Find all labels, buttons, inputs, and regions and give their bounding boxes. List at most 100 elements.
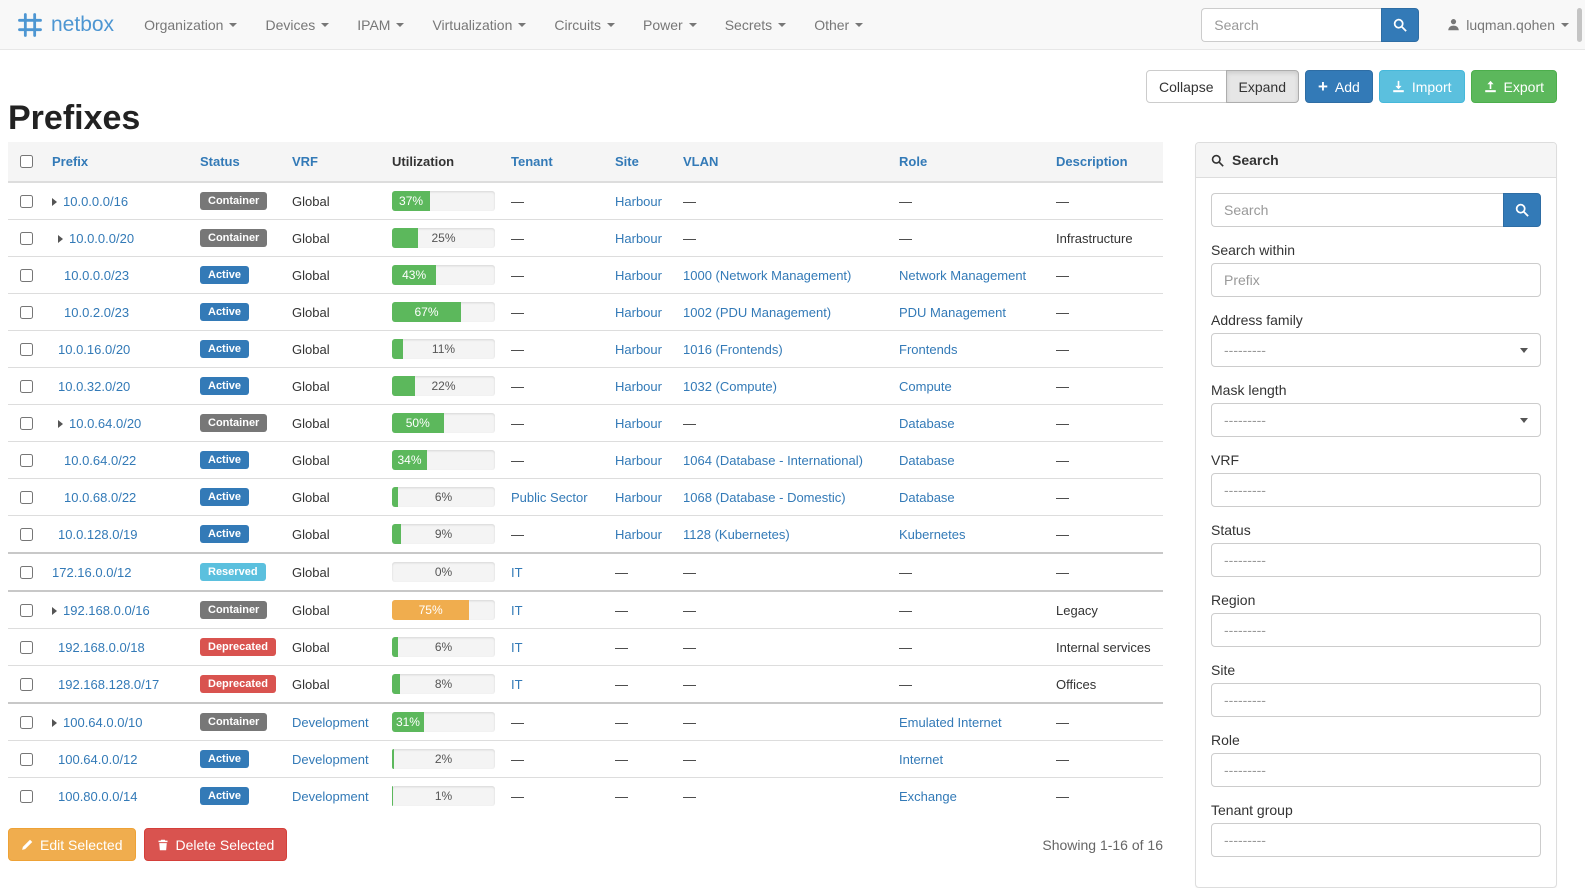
- filter-search-input[interactable]: [1211, 193, 1503, 227]
- site-link[interactable]: Harbour: [615, 378, 662, 394]
- prefix-link[interactable]: 10.0.68.0/22: [64, 489, 137, 505]
- prefix-link[interactable]: 10.0.0.0/16: [63, 193, 129, 209]
- column-header-vrf[interactable]: VRF: [284, 142, 384, 183]
- netbox-brand[interactable]: netbox: [16, 11, 114, 39]
- row-checkbox[interactable]: [20, 231, 33, 245]
- column-header-status[interactable]: Status: [192, 142, 284, 183]
- filter-tenant-group-input[interactable]: ---------: [1211, 823, 1541, 857]
- prefix-link[interactable]: 192.168.128.0/17: [58, 676, 160, 692]
- prefix-link[interactable]: 100.64.0.0/12: [58, 751, 138, 767]
- filter-vrf-input[interactable]: ---------: [1211, 473, 1541, 507]
- row-checkbox[interactable]: [20, 453, 33, 467]
- vlan-link[interactable]: 1000 (Network Management): [683, 267, 852, 283]
- tenant-link[interactable]: IT: [511, 564, 523, 580]
- column-header-description[interactable]: Description: [1048, 142, 1163, 183]
- prefix-link[interactable]: 100.80.0.0/14: [58, 788, 138, 804]
- import-button[interactable]: Import: [1378, 70, 1465, 103]
- row-checkbox[interactable]: [20, 379, 33, 393]
- vlan-link[interactable]: 1032 (Compute): [683, 378, 777, 394]
- row-checkbox[interactable]: [20, 715, 33, 729]
- tenant-link[interactable]: IT: [511, 602, 523, 618]
- prefix-link[interactable]: 10.0.64.0/22: [64, 452, 137, 468]
- row-checkbox[interactable]: [20, 752, 33, 766]
- scrollbar-thumb[interactable]: [1577, 8, 1582, 42]
- site-link[interactable]: Harbour: [615, 304, 662, 320]
- row-checkbox[interactable]: [20, 789, 33, 803]
- export-button[interactable]: Export: [1470, 70, 1557, 103]
- expand-button[interactable]: Expand: [1225, 70, 1299, 103]
- role-link[interactable]: Database: [899, 489, 955, 505]
- vrf-link[interactable]: Development: [292, 788, 369, 804]
- row-checkbox[interactable]: [20, 194, 33, 208]
- filter-region-input[interactable]: ---------: [1211, 613, 1541, 647]
- role-link[interactable]: Database: [899, 415, 955, 431]
- nav-item-power[interactable]: Power: [629, 0, 711, 49]
- filter-mask-length-input[interactable]: ---------: [1211, 403, 1541, 437]
- column-header-site[interactable]: Site: [607, 142, 675, 183]
- user-menu[interactable]: luqman.qohen: [1447, 17, 1569, 33]
- select-all-checkbox[interactable]: [20, 155, 33, 168]
- row-checkbox[interactable]: [20, 603, 33, 617]
- role-link[interactable]: PDU Management: [899, 304, 1006, 320]
- nav-item-circuits[interactable]: Circuits: [540, 0, 629, 49]
- site-link[interactable]: Harbour: [615, 489, 662, 505]
- filter-status-input[interactable]: ---------: [1211, 543, 1541, 577]
- role-link[interactable]: Compute: [899, 378, 952, 394]
- vlan-link[interactable]: 1128 (Kubernetes): [683, 526, 790, 542]
- prefix-link[interactable]: 192.168.0.0/18: [58, 639, 145, 655]
- row-checkbox[interactable]: [20, 342, 33, 356]
- row-checkbox[interactable]: [20, 527, 33, 541]
- role-link[interactable]: Exchange: [899, 788, 957, 804]
- role-link[interactable]: Frontends: [899, 341, 958, 357]
- nav-item-organization[interactable]: Organization: [130, 0, 251, 49]
- site-link[interactable]: Harbour: [615, 341, 662, 357]
- nav-item-other[interactable]: Other: [800, 0, 877, 49]
- vrf-link[interactable]: Development: [292, 751, 369, 767]
- delete-selected-button[interactable]: Delete Selected: [143, 828, 288, 861]
- column-header-prefix[interactable]: Prefix: [44, 142, 192, 183]
- role-link[interactable]: Internet: [899, 751, 944, 767]
- nav-item-secrets[interactable]: Secrets: [711, 0, 800, 49]
- role-link[interactable]: Network Management: [899, 267, 1027, 283]
- site-link[interactable]: Harbour: [615, 193, 662, 209]
- filter-site-input[interactable]: ---------: [1211, 683, 1541, 717]
- filter-search-button[interactable]: [1503, 193, 1541, 227]
- column-header-vlan[interactable]: VLAN: [675, 142, 891, 183]
- vlan-link[interactable]: 1068 (Database - Domestic): [683, 489, 846, 505]
- row-checkbox[interactable]: [20, 268, 33, 282]
- site-link[interactable]: Harbour: [615, 230, 662, 246]
- tenant-link[interactable]: IT: [511, 676, 523, 692]
- filter-address-family-input[interactable]: ---------: [1211, 333, 1541, 367]
- filter-role-input[interactable]: ---------: [1211, 753, 1541, 787]
- site-link[interactable]: Harbour: [615, 452, 662, 468]
- vrf-link[interactable]: Development: [292, 714, 369, 730]
- role-link[interactable]: Kubernetes: [899, 526, 966, 542]
- prefix-link[interactable]: 10.0.16.0/20: [58, 341, 131, 357]
- navbar-search-button[interactable]: [1381, 7, 1420, 42]
- prefix-link[interactable]: 10.0.0.0/20: [69, 230, 135, 246]
- nav-item-devices[interactable]: Devices: [251, 0, 343, 49]
- collapse-button[interactable]: Collapse: [1146, 70, 1227, 103]
- site-link[interactable]: Harbour: [615, 267, 662, 283]
- prefix-link[interactable]: 10.0.0.0/23: [64, 267, 130, 283]
- site-link[interactable]: Harbour: [615, 526, 662, 542]
- filter-search-within-input[interactable]: [1211, 263, 1541, 297]
- prefix-link[interactable]: 10.0.128.0/19: [58, 526, 138, 542]
- role-link[interactable]: Database: [899, 452, 955, 468]
- navbar-search-input[interactable]: [1201, 7, 1382, 42]
- vlan-link[interactable]: 1002 (PDU Management): [683, 304, 832, 320]
- row-checkbox[interactable]: [20, 677, 33, 691]
- add-button[interactable]: + Add: [1304, 70, 1373, 103]
- edit-selected-button[interactable]: Edit Selected: [8, 828, 136, 861]
- prefix-link[interactable]: 10.0.32.0/20: [58, 378, 131, 394]
- row-checkbox[interactable]: [20, 305, 33, 319]
- nav-item-virtualization[interactable]: Virtualization: [418, 0, 540, 49]
- tenant-link[interactable]: Public Sector: [511, 489, 588, 505]
- prefix-link[interactable]: 10.0.2.0/23: [64, 304, 130, 320]
- prefix-link[interactable]: 100.64.0.0/10: [63, 714, 143, 730]
- site-link[interactable]: Harbour: [615, 415, 662, 431]
- column-header-tenant[interactable]: Tenant: [503, 142, 607, 183]
- prefix-link[interactable]: 172.16.0.0/12: [52, 564, 132, 580]
- nav-item-ipam[interactable]: IPAM: [343, 0, 418, 49]
- vlan-link[interactable]: 1016 (Frontends): [683, 341, 783, 357]
